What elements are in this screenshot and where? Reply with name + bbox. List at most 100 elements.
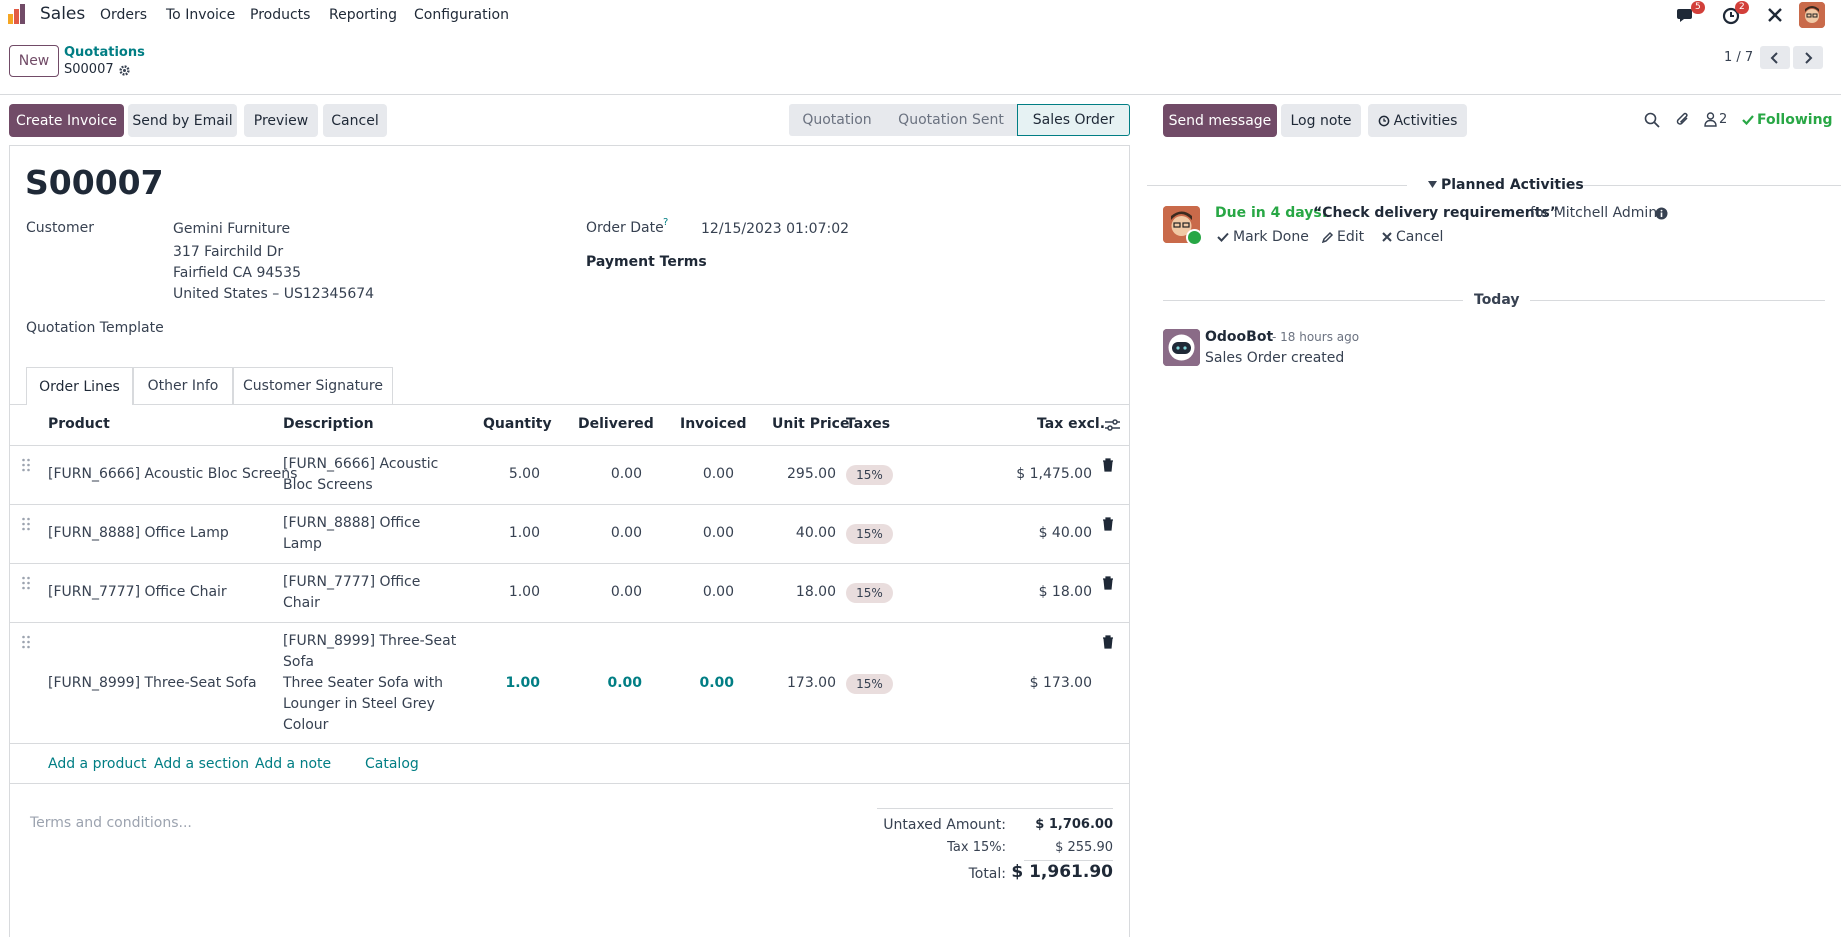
- send-by-email-button[interactable]: Send by Email: [128, 104, 237, 137]
- preview-button[interactable]: Preview: [244, 104, 318, 137]
- menu-configuration[interactable]: Configuration: [414, 7, 509, 23]
- row-delivered[interactable]: 0.00: [610, 584, 642, 600]
- row-description-line[interactable]: Colour: [283, 717, 329, 733]
- trash-icon[interactable]: [1102, 458, 1114, 472]
- tax-tag[interactable]: 15%: [846, 465, 893, 485]
- row-invoiced[interactable]: 0.00: [702, 466, 734, 482]
- col-delivered[interactable]: Delivered: [578, 416, 654, 432]
- menu-reporting[interactable]: Reporting: [329, 7, 398, 23]
- activities-clock-icon[interactable]: [1720, 4, 1742, 26]
- col-quantity[interactable]: Quantity: [483, 416, 552, 432]
- row-unit-price[interactable]: 18.00: [795, 584, 836, 600]
- user-avatar[interactable]: [1799, 2, 1825, 28]
- row-product[interactable]: [FURN_8888] Office Lamp: [48, 525, 229, 541]
- row-description-line[interactable]: Lounger in Steel Grey: [283, 696, 435, 712]
- order-date-value[interactable]: 12/15/2023 01:07:02: [701, 221, 850, 237]
- activities-button[interactable]: Activities: [1368, 104, 1467, 137]
- gear-icon[interactable]: [118, 64, 131, 77]
- row-delivered[interactable]: 0.00: [610, 466, 642, 482]
- pager-value[interactable]: 1 / 7: [1724, 50, 1754, 65]
- col-description[interactable]: Description: [283, 416, 374, 432]
- tab-other-info[interactable]: Other Info: [133, 367, 233, 404]
- debug-tools-icon[interactable]: [1764, 4, 1786, 26]
- row-unit-price[interactable]: 173.00: [787, 675, 836, 691]
- row-delivered[interactable]: 0.00: [607, 675, 642, 691]
- add-product-link[interactable]: Add a product: [48, 756, 147, 772]
- log-note-button[interactable]: Log note: [1281, 104, 1361, 137]
- sales-app-icon[interactable]: [8, 4, 30, 24]
- cancel-activity-button[interactable]: Cancel: [1396, 229, 1444, 245]
- paperclip-icon[interactable]: [1675, 111, 1691, 128]
- row-description-line[interactable]: Chair: [283, 595, 320, 611]
- add-note-link[interactable]: Add a note: [255, 756, 332, 772]
- row-description-line[interactable]: Lamp: [283, 536, 322, 552]
- mark-done-button[interactable]: Mark Done: [1233, 229, 1309, 245]
- message-author[interactable]: OdooBot: [1205, 329, 1274, 345]
- stage-quotation-sent[interactable]: Quotation Sent: [885, 104, 1017, 136]
- drag-handle-icon[interactable]: [21, 635, 31, 649]
- drag-handle-icon[interactable]: [21, 458, 31, 472]
- trash-icon[interactable]: [1102, 635, 1114, 649]
- info-icon[interactable]: [1655, 207, 1668, 220]
- row-description-line[interactable]: Bloc Screens: [283, 477, 373, 493]
- row-quantity[interactable]: 5.00: [508, 466, 540, 482]
- tax-tag[interactable]: 15%: [846, 583, 893, 603]
- row-unit-price[interactable]: 295.00: [787, 466, 836, 482]
- search-icon[interactable]: [1644, 112, 1660, 128]
- row-quantity[interactable]: 1.00: [508, 584, 540, 600]
- tab-customer-signature[interactable]: Customer Signature: [233, 367, 393, 404]
- row-quantity[interactable]: 1.00: [505, 675, 540, 691]
- col-invoiced[interactable]: Invoiced: [680, 416, 747, 432]
- row-description-line[interactable]: [FURN_6666] Acoustic: [283, 456, 439, 472]
- row-invoiced[interactable]: 0.00: [702, 525, 734, 541]
- row-description-line[interactable]: Sofa: [283, 654, 314, 670]
- row-description-line[interactable]: [FURN_8999] Three-Seat: [283, 633, 457, 649]
- col-product[interactable]: Product: [48, 416, 110, 432]
- row-description-line[interactable]: [FURN_8888] Office: [283, 515, 421, 531]
- pager-next[interactable]: [1793, 46, 1823, 69]
- optional-columns-icon[interactable]: [1105, 418, 1120, 432]
- col-taxes[interactable]: Taxes: [846, 416, 891, 432]
- order-date-help-icon[interactable]: ?: [663, 217, 669, 228]
- breadcrumb-quotations[interactable]: Quotations: [64, 45, 145, 60]
- trash-icon[interactable]: [1102, 517, 1114, 531]
- menu-products[interactable]: Products: [250, 7, 311, 23]
- stage-quotation[interactable]: Quotation: [789, 104, 885, 136]
- create-invoice-button[interactable]: Create Invoice: [9, 104, 124, 137]
- following-button[interactable]: Following: [1757, 112, 1833, 128]
- drag-handle-icon[interactable]: [21, 517, 31, 531]
- row-description-line[interactable]: Three Seater Sofa with: [283, 675, 444, 691]
- app-name[interactable]: Sales: [40, 4, 86, 24]
- menu-orders[interactable]: Orders: [100, 7, 148, 23]
- add-section-link[interactable]: Add a section: [154, 756, 250, 772]
- trash-icon[interactable]: [1102, 576, 1114, 590]
- row-invoiced[interactable]: 0.00: [702, 584, 734, 600]
- tab-order-lines[interactable]: Order Lines: [26, 367, 133, 405]
- drag-handle-icon[interactable]: [21, 576, 31, 590]
- planned-activities-toggle[interactable]: Planned Activities: [1441, 177, 1584, 193]
- cancel-order-button[interactable]: Cancel: [323, 104, 387, 137]
- catalog-link[interactable]: Catalog: [365, 756, 419, 772]
- row-quantity[interactable]: 1.00: [508, 525, 540, 541]
- caret-down-icon[interactable]: [1428, 181, 1437, 188]
- pager-previous[interactable]: [1760, 46, 1790, 69]
- messages-icon[interactable]: [1676, 4, 1698, 26]
- stage-sales-order[interactable]: Sales Order: [1017, 104, 1130, 136]
- followers-icon[interactable]: [1704, 112, 1717, 127]
- row-delivered[interactable]: 0.00: [610, 525, 642, 541]
- row-product[interactable]: [FURN_7777] Office Chair: [48, 584, 227, 600]
- new-button[interactable]: New: [9, 45, 59, 77]
- row-invoiced[interactable]: 0.00: [699, 675, 734, 691]
- edit-activity-button[interactable]: Edit: [1337, 229, 1365, 245]
- row-description-line[interactable]: [FURN_7777] Office: [283, 574, 421, 590]
- terms-conditions-input[interactable]: Terms and conditions...: [30, 815, 192, 831]
- row-product[interactable]: [FURN_8999] Three-Seat Sofa: [48, 675, 257, 691]
- followers-count[interactable]: 2: [1719, 112, 1728, 127]
- row-unit-price[interactable]: 40.00: [795, 525, 836, 541]
- col-tax-excl[interactable]: Tax excl.: [1037, 416, 1106, 432]
- tax-tag[interactable]: 15%: [846, 674, 893, 694]
- row-product[interactable]: [FURN_6666] Acoustic Bloc Screens: [48, 466, 298, 482]
- customer-link[interactable]: Gemini Furniture: [173, 221, 291, 237]
- menu-to-invoice[interactable]: To Invoice: [166, 7, 236, 23]
- col-unit-price[interactable]: Unit Price: [772, 416, 850, 432]
